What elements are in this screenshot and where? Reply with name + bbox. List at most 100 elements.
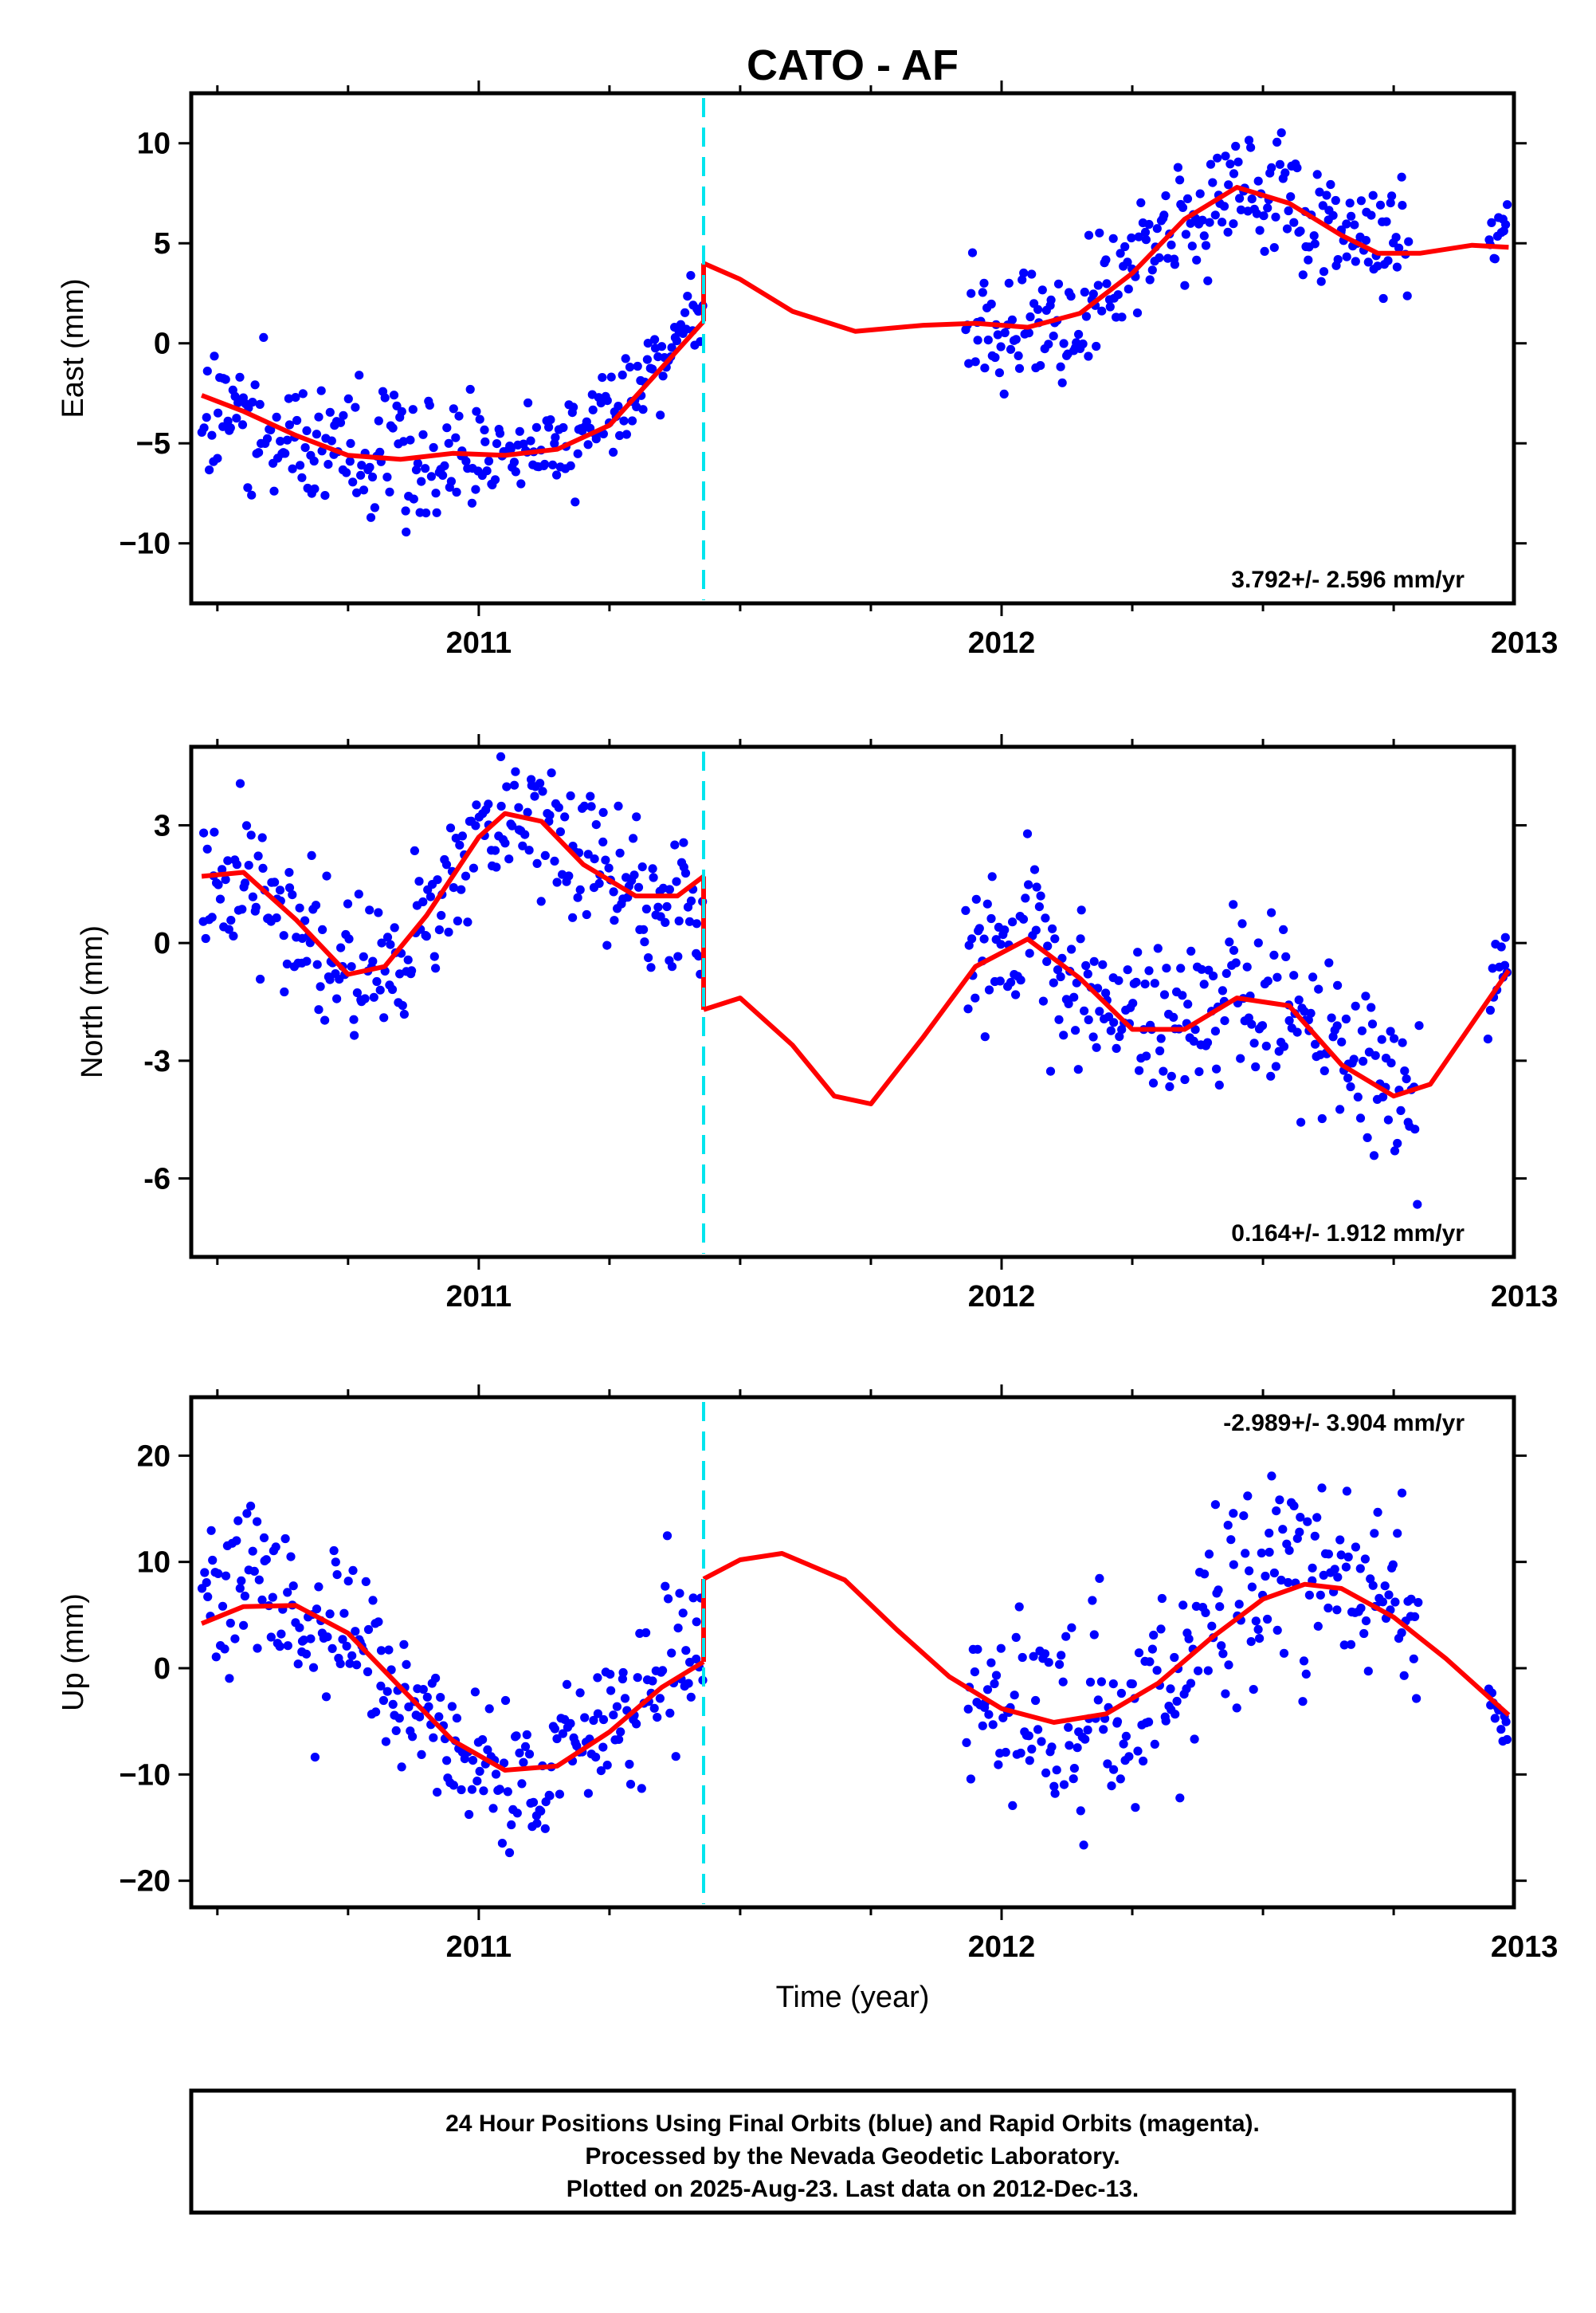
data-point <box>568 913 578 922</box>
data-point <box>1011 1632 1021 1642</box>
data-point <box>359 952 368 961</box>
data-point <box>306 1634 316 1643</box>
data-point <box>686 271 696 281</box>
data-point <box>1314 984 1323 994</box>
data-point <box>1084 230 1094 240</box>
data-point <box>1267 1471 1276 1481</box>
data-point <box>418 1685 428 1694</box>
data-point <box>674 916 684 926</box>
data-point <box>1149 1630 1159 1640</box>
data-point <box>1267 163 1276 172</box>
data-point <box>298 389 308 399</box>
data-point <box>650 335 660 344</box>
data-point <box>509 457 520 467</box>
data-point <box>335 1659 345 1668</box>
data-point <box>461 871 471 881</box>
data-point <box>1057 1651 1066 1660</box>
data-point <box>1303 1517 1312 1526</box>
data-point <box>239 1620 249 1630</box>
scatter-group <box>197 128 1512 537</box>
data-point <box>1178 1600 1188 1610</box>
data-point <box>425 892 436 901</box>
data-point <box>532 858 542 868</box>
data-point <box>1096 1677 1106 1687</box>
data-point <box>398 1000 407 1011</box>
data-point <box>1136 198 1146 207</box>
x-tick-label: 2013 <box>1491 1930 1559 1964</box>
data-point <box>661 917 670 927</box>
data-point <box>548 460 558 469</box>
data-point <box>1393 1529 1402 1538</box>
data-point <box>1044 340 1053 349</box>
data-point <box>524 398 533 408</box>
data-point <box>662 1531 673 1541</box>
data-point <box>1006 344 1016 354</box>
data-point <box>1343 1074 1353 1083</box>
data-point <box>961 905 971 915</box>
data-point <box>1117 312 1127 322</box>
data-point <box>1180 281 1190 290</box>
data-point <box>1222 968 1231 978</box>
data-point <box>215 894 225 904</box>
data-point <box>1218 986 1227 995</box>
data-point <box>229 931 238 941</box>
data-point <box>385 487 394 497</box>
data-point <box>276 1629 286 1639</box>
data-point <box>237 420 248 430</box>
data-point <box>562 1679 572 1689</box>
data-point <box>444 438 453 448</box>
data-point <box>1182 194 1193 203</box>
data-point <box>1045 1066 1056 1076</box>
data-point <box>655 1694 665 1703</box>
data-point <box>1042 956 1052 966</box>
data-point <box>1183 999 1193 1009</box>
data-point <box>598 837 608 846</box>
data-point <box>996 940 1006 949</box>
data-point <box>1008 917 1018 927</box>
data-point <box>1108 234 1118 243</box>
data-point <box>1359 1056 1368 1066</box>
data-point <box>692 919 702 929</box>
data-point <box>1027 1744 1037 1754</box>
data-point <box>658 1666 668 1675</box>
data-point <box>431 489 441 498</box>
data-point <box>1024 880 1033 889</box>
data-point <box>1018 1652 1027 1663</box>
data-point <box>418 430 428 439</box>
data-point <box>1346 1082 1355 1092</box>
data-point <box>648 864 657 874</box>
data-point <box>314 412 324 422</box>
y-axis-label: Up (mm) <box>57 1593 90 1711</box>
data-point <box>598 1742 608 1752</box>
data-point <box>1400 1066 1410 1076</box>
data-point <box>547 768 556 778</box>
data-point <box>1159 990 1170 999</box>
data-point <box>322 871 331 881</box>
data-point <box>1332 1021 1342 1031</box>
data-point <box>343 394 353 403</box>
data-point <box>199 828 209 838</box>
data-point <box>1369 1151 1379 1160</box>
data-point <box>1271 1062 1280 1071</box>
data-point <box>1053 965 1063 975</box>
data-point <box>1067 1623 1076 1632</box>
data-point <box>266 1632 276 1642</box>
data-point <box>591 1753 601 1762</box>
data-point <box>382 1687 392 1696</box>
data-point <box>224 925 233 934</box>
panel-up: −20 −10 0 10 20 2011 2012 2013 Up (mm) -2.989+/- … <box>57 1384 1558 1964</box>
data-point <box>288 1581 298 1591</box>
data-point <box>665 885 675 894</box>
y-tick-label: 10 <box>137 128 171 161</box>
data-point <box>403 955 413 964</box>
data-point <box>1229 169 1239 179</box>
data-point <box>478 1735 488 1745</box>
data-point <box>530 791 539 801</box>
data-point <box>621 354 630 363</box>
data-point <box>1229 219 1238 229</box>
data-point <box>640 937 649 947</box>
data-point <box>308 1663 319 1672</box>
data-point <box>437 910 446 921</box>
data-point <box>472 406 481 416</box>
data-point <box>1171 1710 1180 1719</box>
